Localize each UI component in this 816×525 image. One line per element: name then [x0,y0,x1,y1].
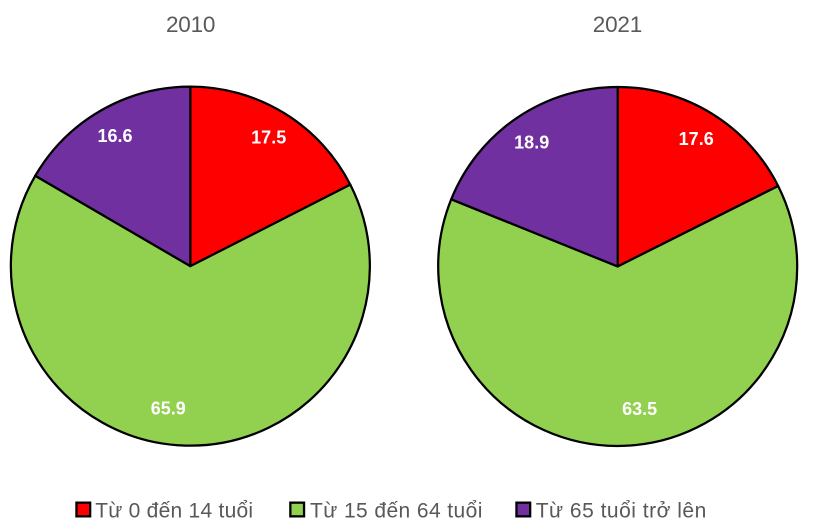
svg-text:2021: 2021 [593,12,642,37]
svg-text:Từ 65 tuổi trở lên: Từ 65 tuổi trở lên [536,500,707,523]
svg-text:2010: 2010 [166,12,215,37]
svg-text:16.6: 16.6 [97,126,132,146]
svg-text:63.5: 63.5 [622,399,657,419]
svg-text:Từ 0 đến 14 tuổi: Từ 0 đến 14 tuổi [95,500,253,523]
svg-text:18.9: 18.9 [514,133,549,153]
svg-text:17.6: 17.6 [679,129,714,149]
svg-text:65.9: 65.9 [151,398,186,418]
svg-text:Từ 15 đến 64 tuổi: Từ 15 đến 64 tuổi [310,500,483,523]
svg-text:17.5: 17.5 [251,128,286,148]
